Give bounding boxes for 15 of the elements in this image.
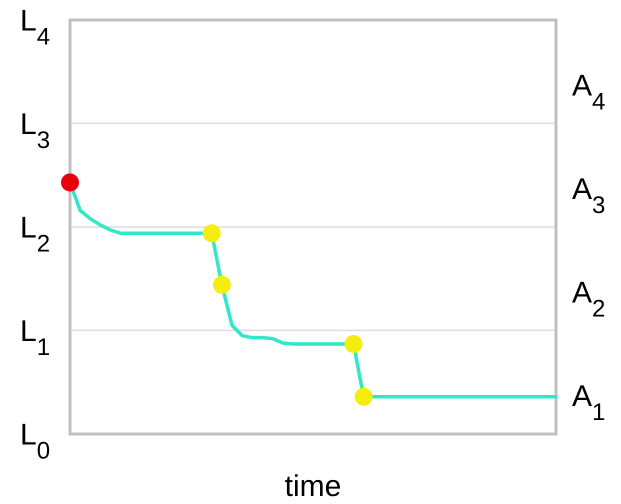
text: L$_{3}$ — [20, 108, 50, 154]
text: L$_{2}$ — [20, 212, 50, 257]
x-axis-title: time — [284, 470, 342, 503]
text: L$_{0}$ — [20, 418, 50, 464]
text: A$_{2}$ — [572, 276, 606, 322]
text: A$_{4}$ — [572, 70, 606, 116]
point — [202, 224, 221, 242]
point — [344, 334, 362, 353]
text: L$_{4}$ — [20, 4, 50, 50]
point — [354, 388, 373, 406]
text: L$_{1}$ — [20, 315, 50, 360]
point — [212, 276, 231, 294]
point — [61, 173, 79, 192]
text: A$_{1}$ — [572, 380, 606, 426]
text: A$_{3}$ — [572, 173, 606, 219]
